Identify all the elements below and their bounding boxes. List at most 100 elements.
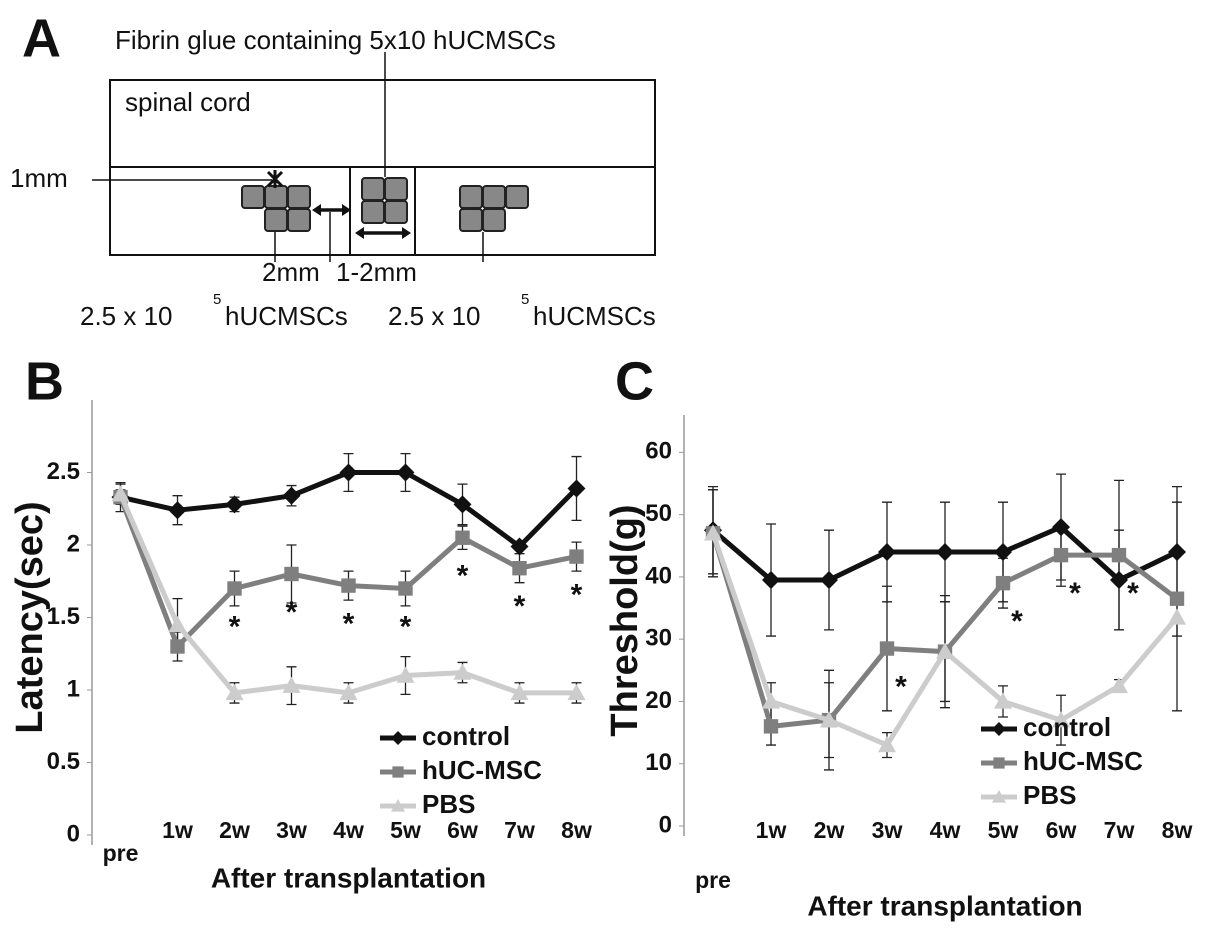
cell-clusters [241, 177, 529, 232]
legend-label: PBS [422, 789, 475, 819]
lesion-label: 1-2mm [336, 257, 417, 287]
panel-label: C [615, 351, 654, 411]
data-point [704, 524, 722, 541]
x-tick-label: pre [695, 867, 731, 893]
gap-label: 2mm [262, 257, 320, 287]
data-point [820, 711, 838, 728]
legend-label: control [1023, 712, 1111, 742]
legend-label: PBS [1023, 780, 1076, 810]
data-point [1052, 711, 1070, 728]
legend-marker [992, 790, 1006, 803]
data-point [510, 537, 529, 556]
data-point [569, 549, 584, 564]
significance-mark: * [1127, 577, 1139, 610]
y-tick-label: 2.5 [47, 458, 80, 485]
panel-label: A [22, 8, 61, 68]
x-axis-title: After transplantation [211, 862, 486, 893]
data-point [227, 581, 242, 596]
data-point [762, 571, 780, 590]
dose-exponent: 5 [213, 291, 221, 308]
x-tick-label: 2w [814, 817, 845, 843]
data-point [879, 641, 895, 656]
data-point [878, 736, 896, 753]
legend-marker [391, 799, 405, 812]
y-tick-label: 60 [645, 438, 672, 465]
legend-marker [392, 766, 404, 778]
depth-label: 1mm [10, 163, 68, 193]
data-point [396, 666, 415, 683]
data-point [170, 639, 185, 654]
significance-mark: * [343, 608, 355, 641]
data-point [398, 581, 413, 596]
significance-mark: * [400, 610, 412, 643]
data-point [1110, 571, 1128, 590]
diagram-title: Fibrin glue containing 5x10 hUCMSCs [115, 25, 556, 55]
legend-marker [993, 757, 1005, 769]
data-point [168, 501, 187, 520]
significance-mark: * [286, 596, 298, 629]
pointer-lines [92, 52, 484, 262]
x-tick-label: 4w [930, 817, 961, 843]
data-point [995, 575, 1011, 591]
y-tick-label: 30 [645, 625, 672, 652]
spinal-cord-outline [109, 79, 656, 256]
data-point [1169, 591, 1185, 606]
data-point [339, 463, 358, 482]
data-point [1053, 547, 1069, 563]
significance-mark: * [1069, 577, 1081, 610]
significance-mark: * [1011, 605, 1023, 638]
dose-label: 2.5 x 10 [388, 301, 481, 331]
y-axis-title: Threshold(g) [604, 504, 646, 736]
panel-label: B [25, 351, 64, 411]
x-tick-label: 5w [390, 817, 421, 843]
x-tick-label: 4w [333, 817, 364, 843]
x-tick-label: 8w [561, 817, 592, 843]
data-point [763, 719, 779, 734]
x-tick-label: 3w [872, 817, 903, 843]
significance-mark: * [229, 610, 241, 643]
dose-exponent: 5 [521, 291, 529, 308]
data-point [339, 683, 358, 701]
legend-marker [391, 731, 405, 745]
legend-label: hUC-MSC [1023, 746, 1143, 776]
data-point [567, 479, 586, 498]
legend-label: control [422, 721, 510, 751]
x-tick-label: 1w [162, 817, 193, 843]
legend-marker [992, 722, 1006, 736]
y-tick-label: 10 [645, 749, 672, 776]
data-point [341, 578, 356, 593]
y-tick-label: 20 [645, 687, 672, 714]
data-point [282, 676, 301, 693]
data-point [512, 561, 527, 576]
data-point [225, 495, 244, 514]
data-point [1111, 547, 1127, 563]
data-point [936, 642, 954, 659]
x-tick-label: 7w [1104, 817, 1135, 843]
dose-label: 2.5 x 10 [80, 301, 173, 331]
data-point [994, 543, 1012, 561]
data-point [1110, 676, 1128, 694]
data-point [1168, 543, 1186, 561]
data-point [1168, 608, 1186, 625]
x-tick-label: pre [103, 840, 139, 866]
data-point [762, 692, 780, 709]
data-point [994, 692, 1012, 709]
data-point [453, 495, 472, 514]
x-tick-label: 2w [219, 817, 250, 843]
x-tick-label: 6w [447, 817, 478, 843]
significance-mark: * [514, 590, 526, 623]
data-point [168, 615, 187, 632]
data-point [936, 543, 954, 561]
significance-mark: * [895, 670, 907, 703]
data-point [282, 486, 301, 505]
x-tick-label: 1w [756, 817, 787, 843]
data-point [510, 683, 529, 701]
x-tick-label: 7w [504, 817, 535, 843]
data-point [453, 663, 472, 680]
y-axis-title: Latency(sec) [9, 501, 51, 733]
data-point [225, 683, 244, 701]
data-point [820, 571, 838, 590]
y-tick-label: 0.5 [47, 748, 80, 775]
data-point [1052, 518, 1070, 537]
